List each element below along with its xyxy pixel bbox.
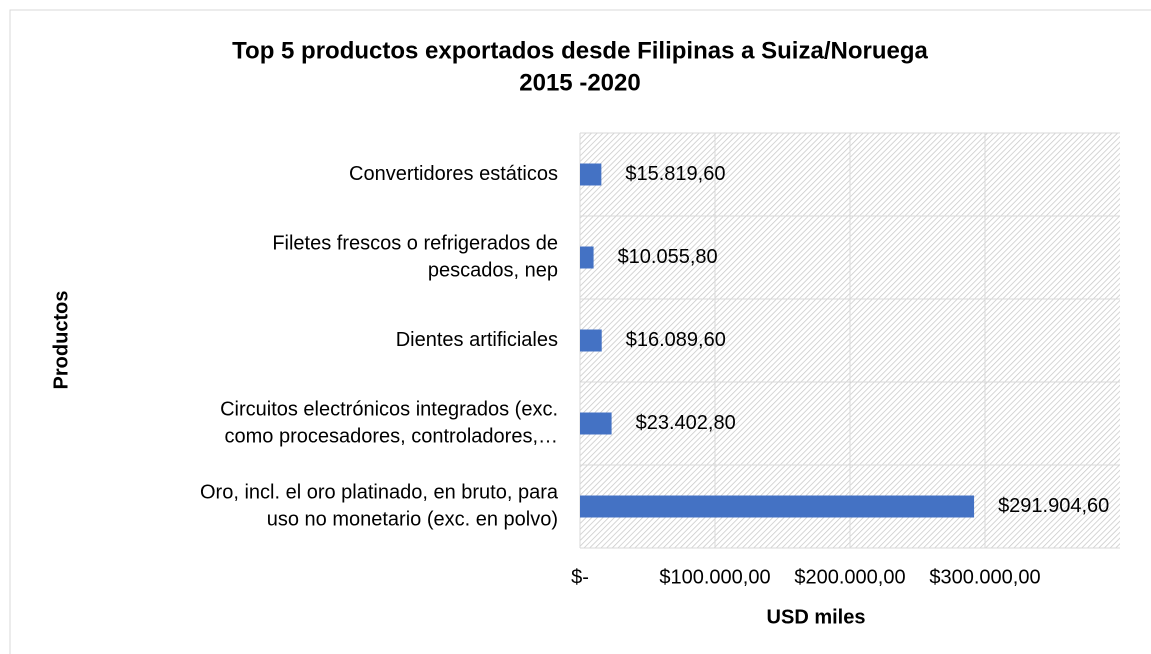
chart-title: 2015 -2020 [519, 69, 640, 96]
data-label: $291.904,60 [998, 495, 1109, 517]
bar [580, 246, 594, 269]
data-label: $10.055,80 [618, 246, 718, 268]
bar [580, 329, 602, 352]
x-tick-label: $- [571, 566, 589, 588]
y-tick-label: Oro, incl. el oro platinado, en bruto, p… [200, 481, 559, 503]
y-tick-label: Convertidores estáticos [349, 163, 558, 185]
y-tick-label: Dientes artificiales [396, 329, 558, 351]
bar [580, 163, 602, 186]
data-label: $23.402,80 [636, 412, 736, 434]
x-axis-title: USD miles [767, 606, 866, 628]
y-tick-label: Circuitos electrónicos integrados (exc. [220, 398, 558, 420]
data-label: $16.089,60 [626, 329, 726, 351]
y-tick-label: uso no monetario (exc. en polvo) [267, 508, 558, 530]
x-tick-label: $300.000,00 [929, 566, 1040, 588]
y-tick-label: pescados, nep [428, 259, 558, 281]
data-label: $15.819,60 [625, 163, 725, 185]
x-tick-label: $100.000,00 [659, 566, 770, 588]
chart-frame [9, 9, 1151, 654]
chart-title: Top 5 productos exportados desde Filipin… [232, 37, 928, 64]
y-tick-label: Filetes frescos o refrigerados de [272, 232, 558, 254]
y-tick-label: como procesadores, controladores,… [225, 425, 559, 447]
bar [580, 495, 975, 518]
bar [580, 412, 612, 435]
x-tick-label: $200.000,00 [794, 566, 905, 588]
y-axis-title: Productos [50, 291, 72, 390]
